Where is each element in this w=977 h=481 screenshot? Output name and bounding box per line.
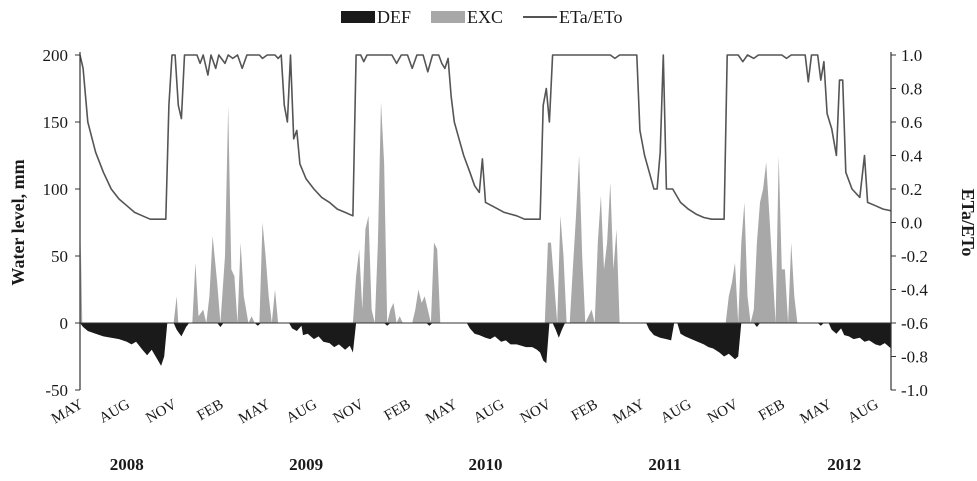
legend: DEF EXC ETa/ETo bbox=[341, 7, 622, 27]
month-tick-label: FEB bbox=[195, 397, 227, 425]
series-line-eta-eto bbox=[79, 54, 892, 220]
plot-area bbox=[79, 54, 892, 366]
year-label: 2009 bbox=[289, 455, 323, 474]
legend-label: ETa/ETo bbox=[559, 7, 622, 27]
right-tick-label: -0.6 bbox=[901, 314, 928, 333]
month-tick-label: AUG bbox=[97, 397, 133, 427]
right-tick-label: 0.0 bbox=[901, 214, 922, 233]
month-tick-label: NOV bbox=[518, 397, 554, 427]
legend-swatch bbox=[341, 11, 375, 23]
left-axis-title: Water level, mm bbox=[8, 159, 28, 285]
right-tick-label: -0.2 bbox=[901, 247, 928, 266]
year-label: 2010 bbox=[469, 455, 503, 474]
legend-label: EXC bbox=[467, 7, 503, 27]
month-tick-label: MAY bbox=[797, 397, 834, 428]
right-tick-label: 0.6 bbox=[901, 113, 922, 132]
year-label: 2011 bbox=[648, 455, 681, 474]
month-tick-label: NOV bbox=[143, 397, 179, 427]
legend-label: DEF bbox=[377, 7, 411, 27]
right-tick-label: -0.8 bbox=[901, 348, 928, 367]
right-tick-label: 0.8 bbox=[901, 80, 922, 99]
month-tick-label: AUG bbox=[471, 397, 507, 427]
left-tick-label: 150 bbox=[43, 113, 69, 132]
month-tick-label: AUG bbox=[845, 397, 881, 427]
right-tick-label: 1.0 bbox=[901, 46, 922, 65]
series-area-exc bbox=[80, 101, 798, 324]
left-tick-label: 0 bbox=[60, 314, 69, 333]
month-tick-label: MAY bbox=[236, 397, 273, 428]
year-label: 2008 bbox=[110, 455, 144, 474]
month-tick-label: NOV bbox=[331, 397, 367, 427]
right-tick-label: 0.2 bbox=[901, 180, 922, 199]
series-area-def bbox=[80, 323, 891, 366]
month-tick-label: AUG bbox=[284, 397, 320, 427]
right-axis-title: ETa/ETo bbox=[958, 189, 977, 257]
month-tick-label: NOV bbox=[705, 397, 741, 427]
left-tick-label: 200 bbox=[43, 46, 69, 65]
right-tick-label: 0.4 bbox=[901, 147, 923, 166]
axes: 200 150 100 50 0 -50 1.0 0.8 0.6 0.4 0.2 0.0 -0.2 -0.… bbox=[8, 46, 977, 474]
month-tick-label: MAY bbox=[49, 397, 86, 428]
left-tick-label: 100 bbox=[43, 180, 69, 199]
legend-item-def: DEF bbox=[341, 7, 411, 27]
year-label: 2012 bbox=[827, 455, 861, 474]
month-tick-label: FEB bbox=[756, 397, 788, 425]
month-tick-label: FEB bbox=[382, 397, 414, 425]
legend-swatch bbox=[431, 11, 466, 23]
month-tick-label: AUG bbox=[658, 397, 694, 427]
right-tick-label: -0.4 bbox=[901, 281, 928, 300]
legend-item-eta-eto: ETa/ETo bbox=[523, 7, 622, 27]
month-tick-label: FEB bbox=[569, 397, 601, 425]
left-tick-label: -50 bbox=[45, 381, 68, 400]
left-tick-label: 50 bbox=[51, 247, 68, 266]
legend-item-exc: EXC bbox=[431, 7, 503, 27]
right-tick-label: -1.0 bbox=[901, 381, 928, 400]
month-tick-label: MAY bbox=[423, 397, 460, 428]
month-tick-label: MAY bbox=[610, 397, 647, 428]
